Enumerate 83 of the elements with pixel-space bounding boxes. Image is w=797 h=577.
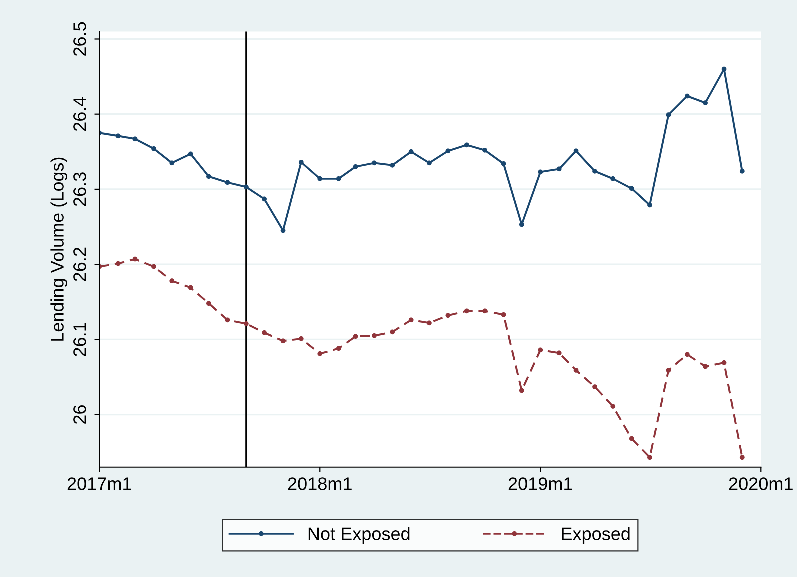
legend-label: Not Exposed (308, 527, 410, 544)
point (482, 308, 488, 314)
point (446, 148, 451, 154)
point (574, 148, 579, 154)
point (408, 149, 414, 154)
point (170, 278, 175, 284)
point (629, 186, 634, 192)
point (353, 334, 358, 340)
point (556, 350, 562, 356)
point (427, 320, 432, 326)
point (280, 228, 286, 234)
y-tick-label: 26.3 (74, 172, 86, 206)
point (703, 100, 708, 106)
point (188, 285, 194, 290)
point (703, 364, 708, 370)
point (244, 321, 249, 326)
point (372, 160, 377, 166)
point (556, 166, 562, 172)
point (740, 169, 745, 174)
point (188, 152, 194, 157)
point (336, 176, 342, 182)
x-tick-label: 2017m1 (68, 478, 132, 490)
point (225, 180, 230, 186)
x-tick-label: 2020m1 (729, 478, 793, 490)
point (298, 160, 304, 165)
y-tick-label: 26.5 (74, 22, 86, 56)
point (592, 169, 598, 174)
point (244, 184, 249, 190)
point (408, 318, 414, 323)
point (722, 66, 727, 72)
x-tick-label: 2018m1 (288, 478, 352, 490)
point (170, 160, 175, 166)
point (152, 264, 156, 270)
point (648, 455, 652, 460)
point (152, 146, 156, 152)
point (722, 360, 727, 366)
point (629, 436, 634, 442)
point (666, 112, 672, 118)
point (538, 170, 544, 175)
point (574, 368, 579, 373)
point (206, 301, 212, 306)
point (353, 164, 358, 170)
point (318, 352, 323, 356)
y-tick-label: 26 (74, 406, 86, 424)
point (280, 338, 286, 344)
point (132, 136, 138, 142)
point (685, 352, 690, 358)
point (648, 202, 652, 208)
point (116, 134, 121, 139)
point (592, 384, 598, 390)
legend-label: Exposed (562, 527, 630, 544)
y-tick-label: 26.2 (74, 248, 86, 282)
point (427, 160, 432, 166)
point (464, 142, 470, 148)
point (446, 313, 451, 318)
point (206, 174, 212, 180)
point (390, 163, 396, 168)
y-axis-title: Lending Volume (Logs) (50, 158, 68, 341)
point (610, 176, 616, 182)
point (390, 330, 396, 335)
x-tick-label: 2019m1 (508, 478, 572, 490)
point (262, 330, 267, 336)
point (336, 346, 342, 352)
point (685, 94, 690, 99)
y-tick-label: 26.1 (74, 322, 86, 356)
point (519, 222, 524, 228)
y-tick-label: 26.4 (74, 97, 86, 132)
point (501, 161, 506, 166)
point (610, 404, 616, 409)
point (318, 176, 323, 182)
point (262, 196, 267, 202)
point (538, 348, 544, 353)
point (482, 148, 488, 153)
point (740, 455, 745, 460)
point (501, 312, 506, 318)
point (666, 368, 672, 373)
point (372, 333, 377, 338)
point (519, 388, 524, 394)
point (132, 256, 138, 262)
point (298, 336, 304, 342)
point (225, 318, 230, 323)
point (116, 261, 121, 266)
point (464, 308, 470, 314)
